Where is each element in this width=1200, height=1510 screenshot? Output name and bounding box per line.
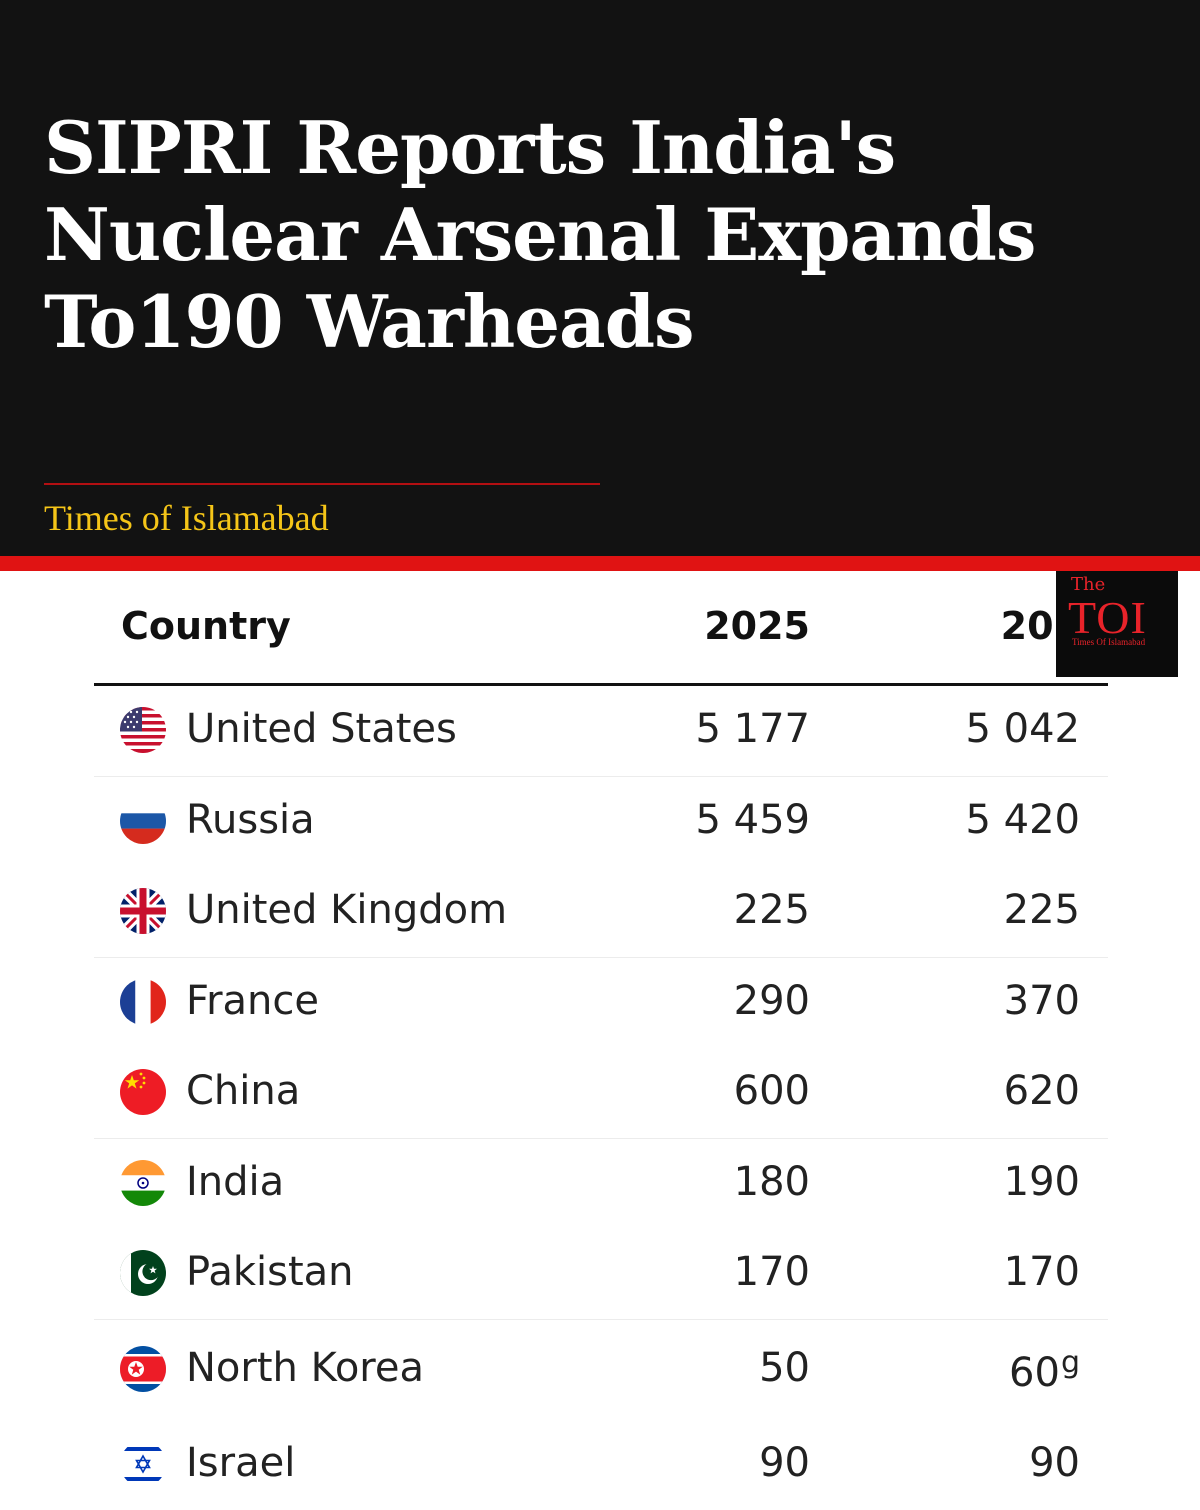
country-name: North Korea <box>186 1345 424 1391</box>
russia-flag-icon <box>120 798 166 844</box>
table-row: France 290 370 <box>94 958 1108 1048</box>
header-banner: SIPRI Reports India's Nuclear Arsenal Ex… <box>0 0 1200 556</box>
logo-subtitle: Times Of Islamabad <box>1072 637 1146 647</box>
value-2024: 90 <box>1029 1440 1080 1486</box>
country-name: France <box>186 978 320 1024</box>
headline-line-1: SIPRI Reports India's <box>44 105 896 190</box>
table-row: United States 5 177 5 042 <box>94 686 1108 777</box>
pakistan-flag-icon <box>120 1250 166 1296</box>
value-2025: 225 <box>733 887 810 933</box>
value-2024: 170 <box>1003 1249 1080 1295</box>
red-band <box>0 556 1200 571</box>
value-2024: 370 <box>1003 978 1080 1024</box>
country-name: United Kingdom <box>186 887 508 933</box>
headline-line-2: Nuclear Arsenal Expands <box>44 192 1036 277</box>
country-name: India <box>186 1159 285 1205</box>
table-row: United Kingdom 225 225 <box>94 867 1108 958</box>
china-flag-icon <box>120 1069 166 1115</box>
footnote-marker: g <box>1060 1345 1080 1380</box>
country-name: Israel <box>186 1440 296 1486</box>
value-2024: 190 <box>1003 1159 1080 1205</box>
france-flag-icon <box>120 979 166 1025</box>
country-name: United States <box>186 706 457 752</box>
value-2025: 50 <box>759 1345 810 1391</box>
value-2025: 90 <box>759 1440 810 1486</box>
table-row: North Korea 50 60g <box>94 1320 1108 1420</box>
value-2025: 600 <box>733 1068 810 1114</box>
value-2024: 620 <box>1003 1068 1080 1114</box>
logo-toi: TOI <box>1068 592 1147 643</box>
us-flag-icon <box>120 707 166 753</box>
north-korea-flag-icon <box>120 1346 166 1392</box>
value-2025: 170 <box>733 1249 810 1295</box>
header-country: Country <box>121 604 291 648</box>
country-name: Russia <box>186 797 315 843</box>
value-2024-cell: 60g <box>924 1345 1080 1396</box>
israel-flag-icon <box>120 1441 166 1487</box>
table-header: Country 2025 202 <box>94 571 1108 686</box>
table-row: China 600 620 <box>94 1048 1108 1139</box>
headline-line-3: To190 Warheads <box>44 279 695 364</box>
value-2024: 5 420 <box>965 797 1080 843</box>
value-2025: 5 177 <box>695 706 810 752</box>
value-2024: 60 <box>1009 1350 1060 1396</box>
value-2025: 5 459 <box>695 797 810 843</box>
india-flag-icon <box>120 1160 166 1206</box>
divider-rule <box>44 483 600 485</box>
table-row: Pakistan 170 170 <box>94 1229 1108 1320</box>
table-row: Israel 90 90 <box>94 1420 1108 1510</box>
headline: SIPRI Reports India's Nuclear Arsenal Ex… <box>44 104 1154 365</box>
warheads-table: Country 2025 202 United States 5 <box>94 571 1108 1510</box>
logo-the: The <box>1071 574 1106 595</box>
header-2025: 2025 <box>704 604 810 648</box>
country-name: Pakistan <box>186 1249 354 1295</box>
toi-logo: The TOI Times Of Islamabad <box>1056 571 1178 677</box>
value-2024: 225 <box>1003 887 1080 933</box>
table-row: Russia 5 459 5 420 <box>94 777 1108 867</box>
value-2025: 180 <box>733 1159 810 1205</box>
uk-flag-icon <box>120 888 166 934</box>
value-2025: 290 <box>733 978 810 1024</box>
source-label: Times of Islamabad <box>44 498 329 538</box>
table-row: India 180 190 <box>94 1139 1108 1229</box>
country-name: China <box>186 1068 301 1114</box>
value-2024: 5 042 <box>965 706 1080 752</box>
